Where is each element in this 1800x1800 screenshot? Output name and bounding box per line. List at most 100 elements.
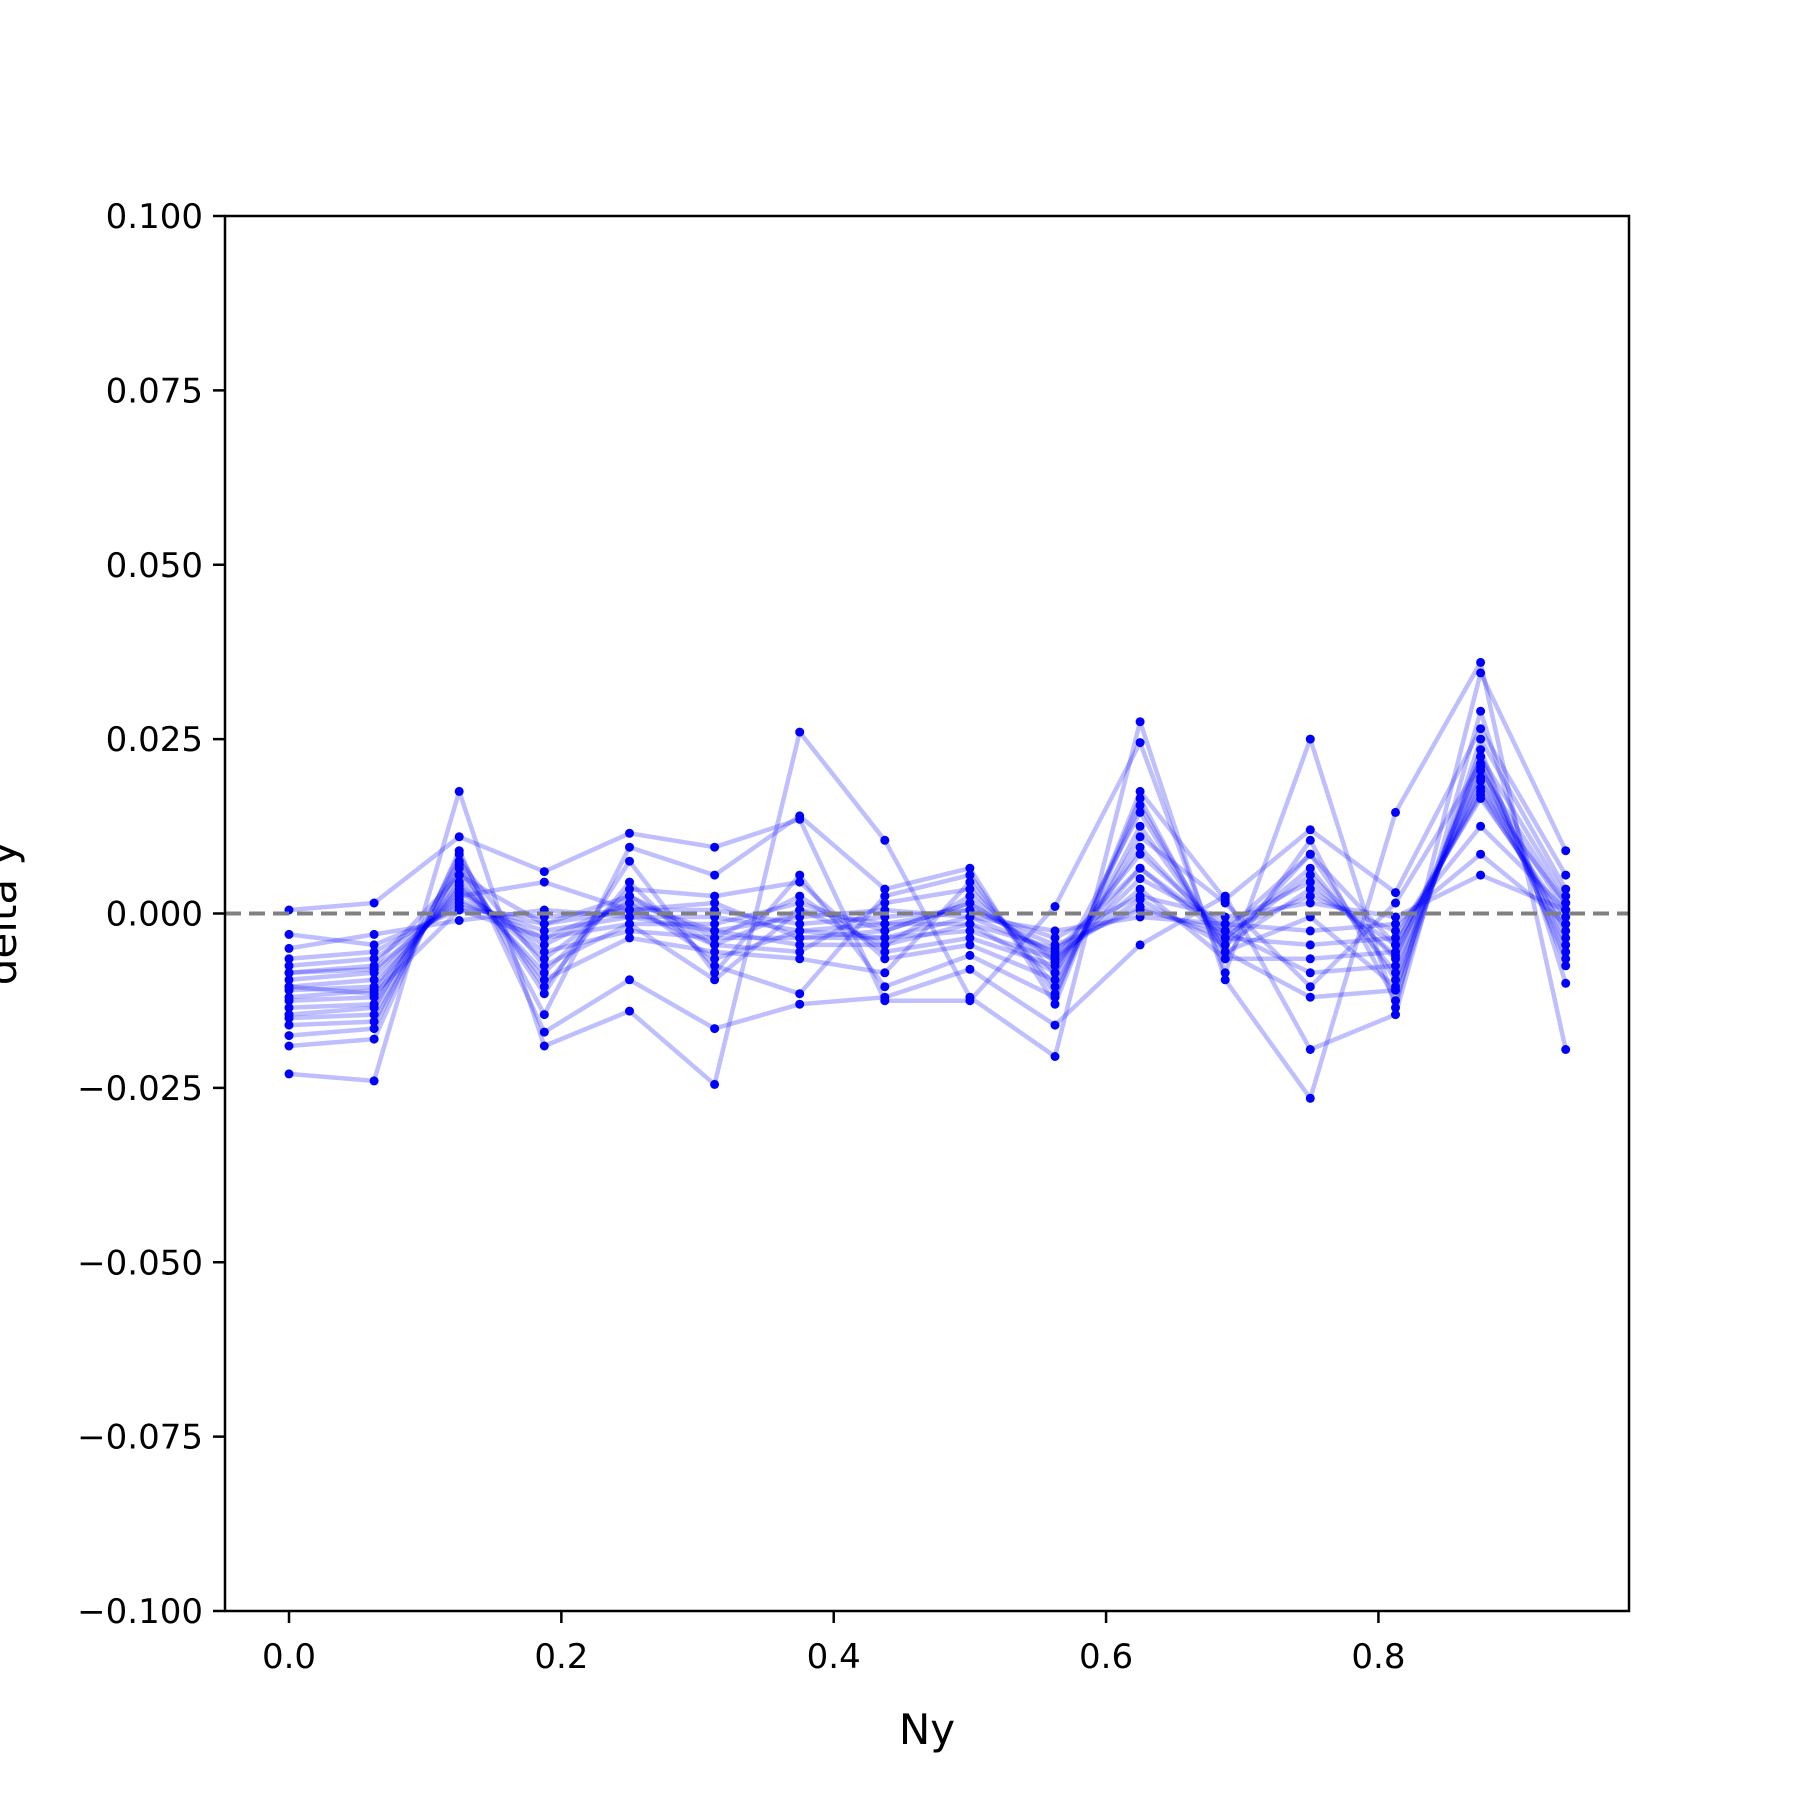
series-line-2	[288, 670, 1568, 1010]
data-point	[1391, 912, 1400, 922]
data-point	[1305, 891, 1315, 901]
data-point	[710, 933, 720, 943]
data-point	[284, 1069, 294, 1079]
series-line-8	[288, 761, 1568, 1003]
data-point	[1135, 807, 1145, 817]
data-point	[539, 968, 549, 978]
data-point	[1220, 968, 1230, 978]
data-point	[1476, 776, 1486, 786]
data-point	[1561, 940, 1571, 950]
data-point	[1050, 989, 1060, 999]
data-point	[1305, 825, 1315, 835]
data-point	[880, 940, 890, 950]
data-point	[965, 933, 975, 943]
data-point	[369, 1076, 379, 1086]
x-tick-label: 0.8	[1351, 1637, 1405, 1677]
data-point	[1135, 874, 1145, 884]
data-point	[1476, 706, 1486, 716]
series-line-1	[288, 660, 1568, 1101]
y-tick-label: 0.050	[106, 546, 203, 586]
data-point	[1391, 968, 1400, 978]
data-point	[1476, 724, 1486, 734]
x-tick-label: 0.0	[262, 1637, 316, 1677]
data-point	[1135, 800, 1145, 810]
data-point	[1305, 940, 1315, 950]
data-point	[795, 877, 805, 887]
data-point	[795, 989, 805, 999]
data-point	[795, 898, 805, 908]
points-layer	[284, 657, 1571, 1103]
data-point	[710, 919, 720, 929]
data-point	[1135, 821, 1145, 831]
data-point	[1561, 978, 1571, 988]
data-point	[1305, 863, 1315, 873]
data-point	[539, 954, 549, 964]
data-point	[454, 849, 464, 859]
data-point	[1220, 926, 1230, 936]
data-point	[880, 992, 890, 1002]
data-point	[369, 982, 379, 992]
data-point	[1476, 786, 1486, 796]
data-point	[625, 877, 634, 887]
data-point	[1391, 926, 1400, 936]
data-point	[880, 891, 890, 901]
data-point	[454, 786, 464, 796]
data-point	[454, 916, 464, 925]
data-point	[1220, 933, 1230, 943]
series-line-12	[288, 785, 1568, 983]
data-point	[625, 975, 634, 985]
data-point	[795, 727, 805, 737]
data-point	[1135, 842, 1145, 852]
data-point	[710, 891, 720, 901]
data-point	[1476, 668, 1486, 678]
y-tick-label: −0.075	[77, 1418, 203, 1458]
data-point	[880, 982, 890, 992]
data-point	[880, 954, 890, 964]
data-point	[1305, 982, 1315, 992]
data-point	[369, 1017, 379, 1027]
data-point	[625, 842, 634, 852]
data-point	[454, 832, 464, 842]
data-point	[539, 867, 549, 877]
series-line-9	[288, 768, 1568, 1000]
data-point	[1391, 807, 1400, 817]
data-point	[1220, 947, 1230, 957]
data-point	[625, 856, 634, 866]
y-tick-label: −0.025	[77, 1069, 203, 1109]
data-point	[284, 1020, 294, 1030]
data-point	[369, 954, 379, 964]
data-point	[795, 947, 805, 957]
series-line-6	[288, 747, 1568, 1021]
data-point	[1476, 793, 1486, 803]
data-point	[1391, 982, 1400, 992]
data-point	[1220, 975, 1230, 985]
y-tick-label: 0.000	[106, 895, 203, 935]
data-point	[1135, 793, 1145, 803]
data-point	[710, 1024, 720, 1034]
data-point	[1135, 884, 1145, 894]
data-point	[1391, 975, 1400, 985]
data-point	[1476, 870, 1486, 880]
data-point	[625, 926, 634, 936]
data-point	[454, 870, 464, 880]
data-point	[1305, 884, 1315, 894]
data-point	[965, 940, 975, 950]
data-point	[539, 961, 549, 971]
data-point	[1561, 954, 1571, 964]
data-point	[1561, 912, 1571, 922]
data-point	[284, 961, 294, 971]
data-point	[284, 929, 294, 939]
data-point	[284, 1031, 294, 1041]
y-axis: 0.100 0.075 0.050 0.025 0.000 −0.025 −0.050 −0.…	[77, 197, 225, 1632]
data-point	[1305, 968, 1315, 978]
data-point	[1305, 835, 1315, 845]
data-point	[1135, 940, 1145, 950]
data-point	[795, 933, 805, 943]
series-line-14	[288, 796, 1568, 969]
data-point	[1135, 786, 1145, 796]
data-point	[710, 961, 720, 971]
data-point	[1305, 870, 1315, 880]
data-point	[1305, 992, 1315, 1002]
data-point	[1561, 891, 1571, 901]
data-point	[625, 912, 634, 922]
